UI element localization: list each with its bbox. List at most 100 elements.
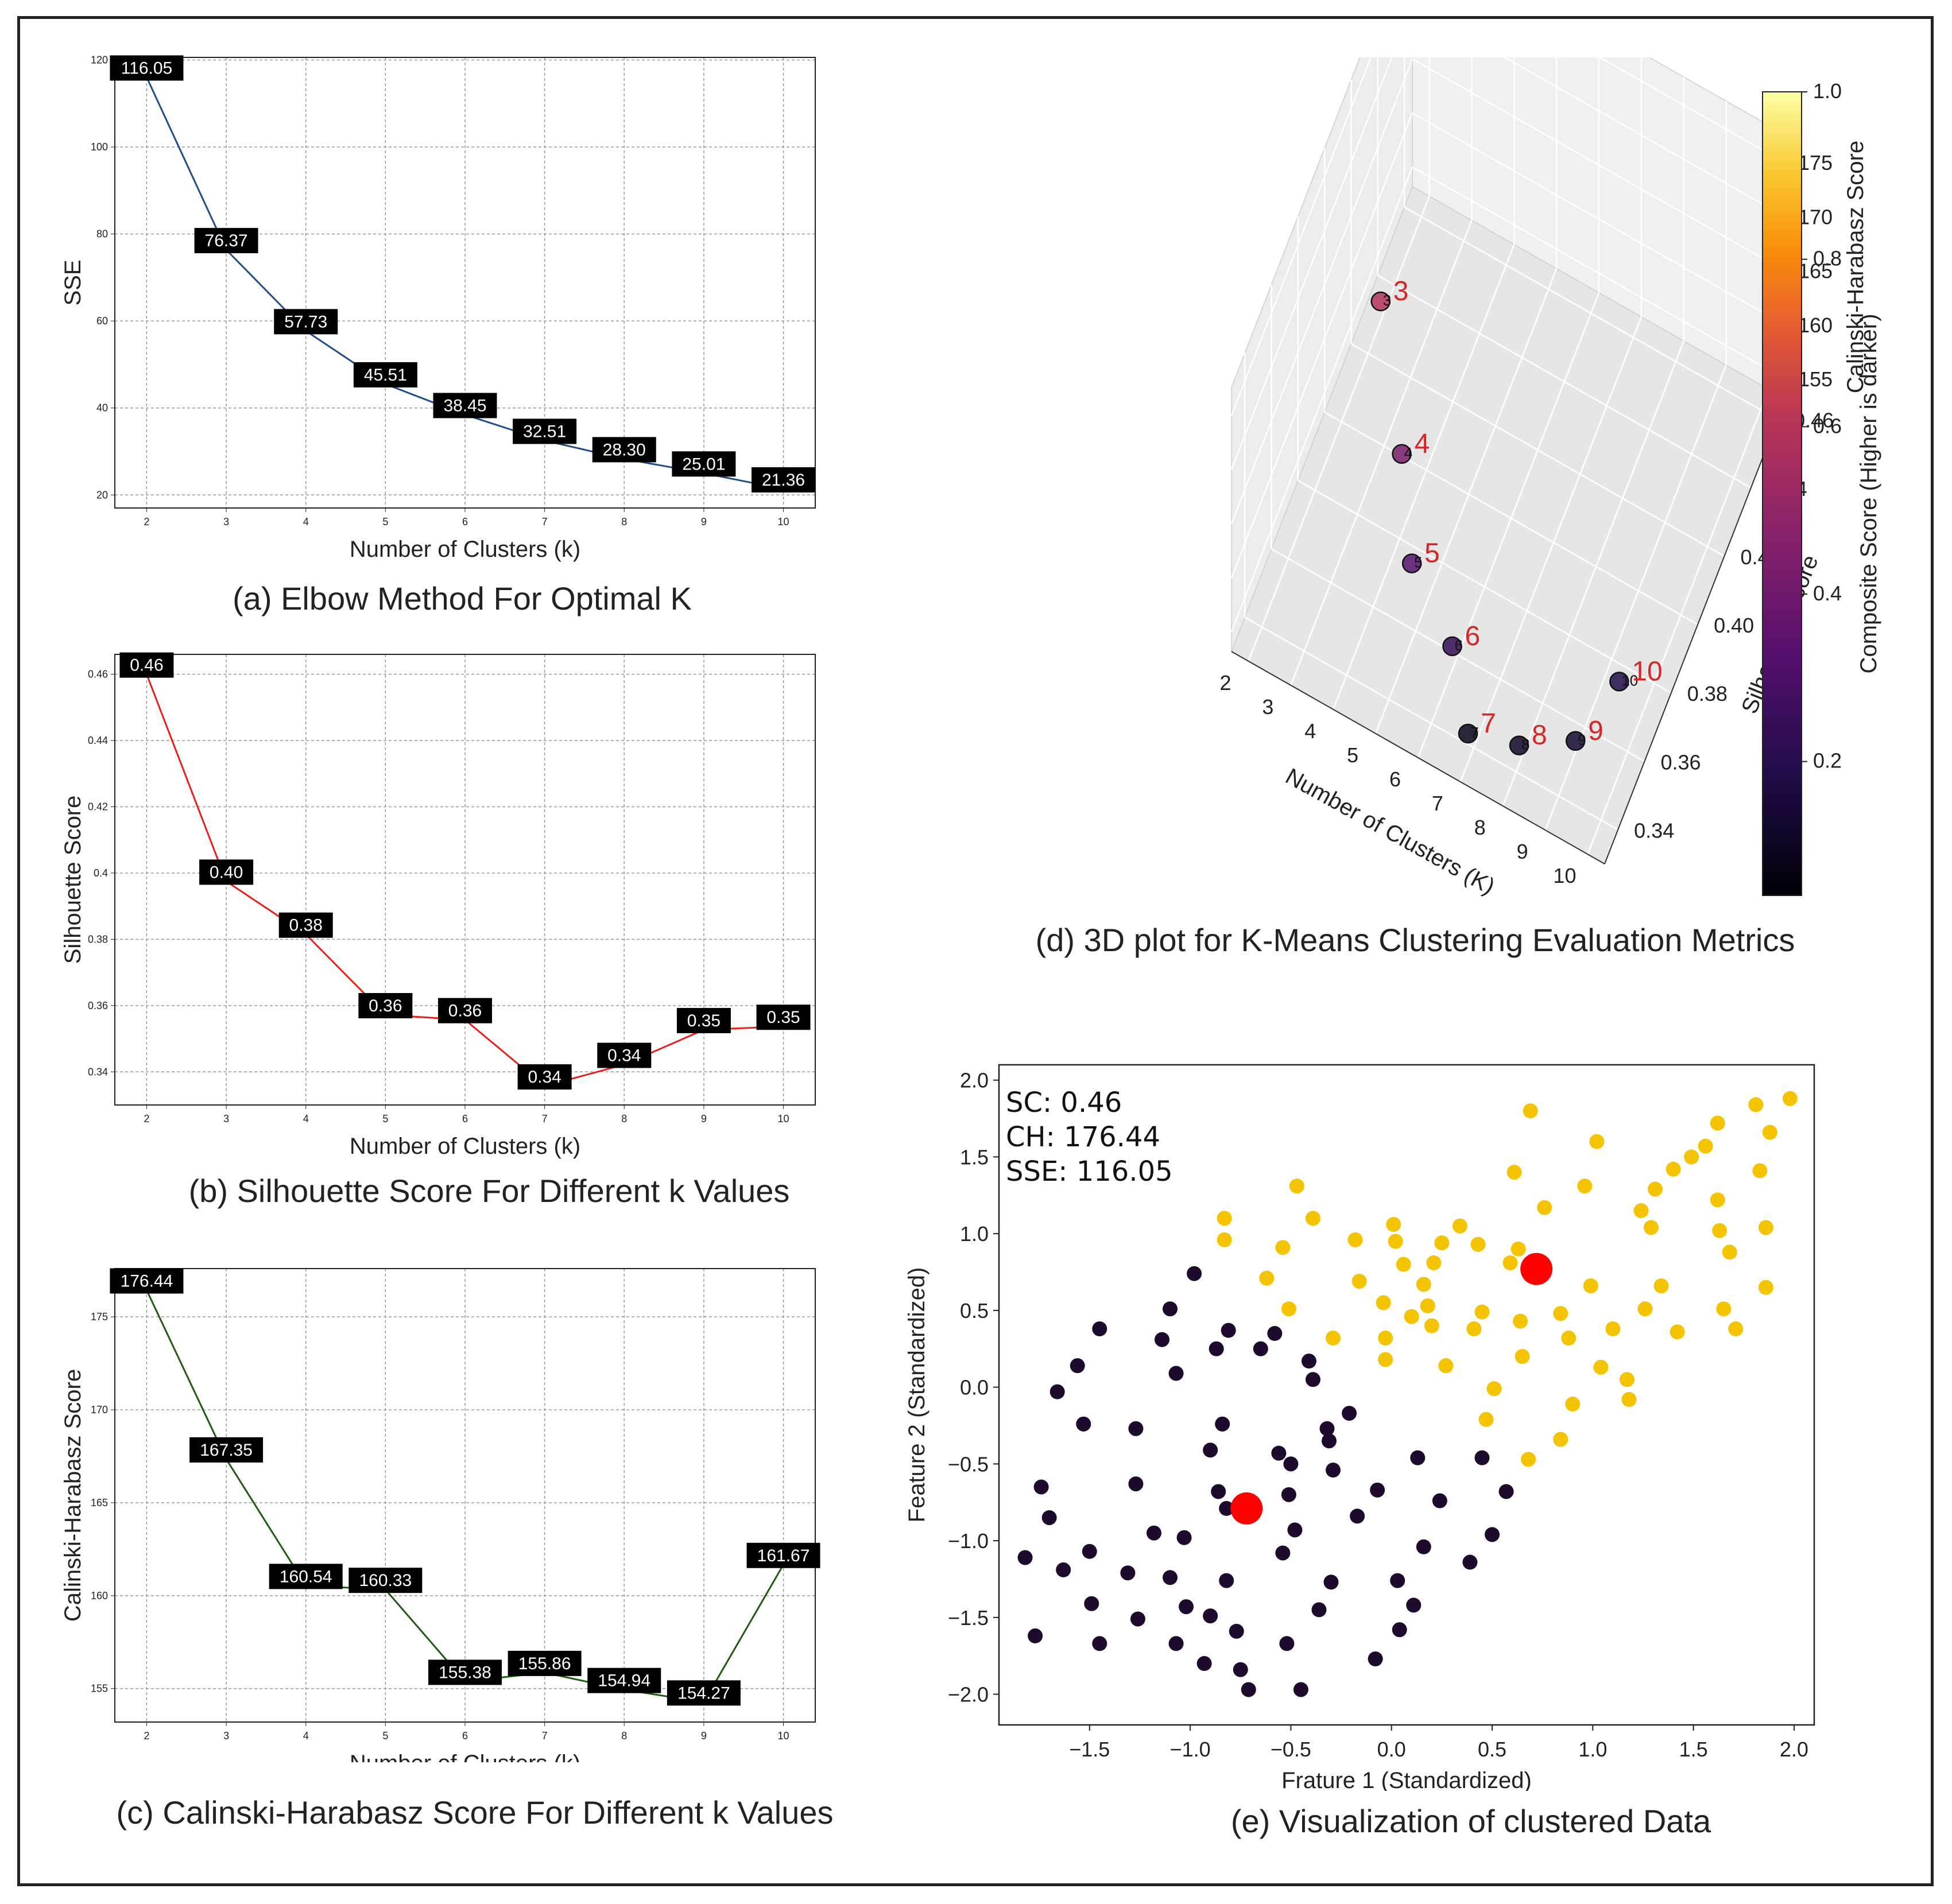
cluster-0-point [1293,1682,1308,1697]
y-tick-label: 0.42 [88,801,108,813]
cluster-1-point [1782,1091,1798,1106]
cluster-1-point [1653,1278,1669,1294]
x-tick-label: 6 [462,1730,468,1742]
point-label: 6 [1465,621,1481,652]
cluster-0-point [1342,1406,1357,1421]
x-tick-label: 4 [303,1730,309,1742]
colorbar-tick-label: 0.2 [1813,749,1842,773]
caption-d: (d) 3D plot for K-Means Clustering Evalu… [1035,922,1795,958]
y-tick-label: 0.5 [960,1299,989,1323]
cluster-1-point [1376,1295,1391,1310]
x-axis-label: Number of Clusters (k) [350,537,580,562]
cluster-0-point [1028,1628,1043,1643]
colorbar [1762,91,1802,896]
x-tick-label: 5 [382,1113,388,1124]
grid-line-3d [1230,57,1372,416]
cluster-1-point [1523,1103,1538,1119]
caption-b: (b) Silhouette Score For Different k Val… [188,1173,790,1209]
grid-line-3d [1271,548,1645,762]
x-tick-label: 0.5 [1478,1738,1506,1761]
cluster-0-point [1370,1482,1385,1498]
grid-line-3d [1230,57,1393,470]
data-label: 25.01 [682,455,725,474]
y-tick-label: 20 [96,489,108,501]
colorbar-tick-label: 0.8 [1813,247,1842,270]
grid-line-3d [1502,340,1684,806]
cluster-1-point [1577,1178,1593,1194]
x-tick-label: 4 [1304,719,1316,743]
y-tick-label: 0.38 [1687,682,1728,705]
x-tick-label: 10 [778,516,789,528]
cluster-0-point [1301,1354,1316,1369]
x-tick-label: −1.0 [1170,1738,1211,1761]
data-label-box [199,859,254,885]
data-point [1401,553,1422,573]
y-tick-label: 0.36 [1660,750,1701,774]
cluster-0-point [1082,1544,1097,1559]
data-label-box [508,1650,582,1676]
x-tick-label: 3 [223,1730,229,1742]
x-tick-label: 2 [144,1730,149,1742]
grid-line-3d [1459,316,1643,782]
cluster-1-point [1758,1279,1773,1295]
cluster-1-point [1637,1301,1653,1317]
y-tick-label: 0.34 [1634,819,1674,842]
cluster-0-point [1128,1421,1144,1436]
cluster-0-point [1187,1266,1202,1281]
cluster-0-point [1041,1510,1057,1525]
y-tick-label: −1.5 [948,1606,989,1630]
x-tick-label: 3 [223,516,229,528]
data-label-box [353,362,417,387]
y-axis-label: Feature 2 (Standardized) [904,1267,929,1523]
cluster-1-point [1474,1304,1490,1320]
data-label: 32.51 [523,422,566,441]
data-label-box [587,1668,661,1693]
cluster-1-point [1470,1236,1486,1252]
y-tick-label: 0.40 [1714,614,1754,637]
data-label-box [428,1659,502,1685]
y-tick-label: 1.0 [960,1222,989,1246]
cluster-0-point [1215,1416,1230,1432]
cluster-1-point [1351,1274,1367,1289]
data-label: 155.38 [439,1663,491,1682]
data-label-box [269,1564,343,1589]
y-tick-label: 40 [96,402,108,414]
y-tick-label: 160 [91,1590,108,1601]
point-label-small: 6 [1455,637,1463,654]
cluster-0-point [1322,1433,1337,1449]
y-tick-label: 0.46 [88,669,108,680]
x-tick-label: 5 [382,516,388,528]
x-tick-label: 9 [701,1730,707,1742]
cluster-1-point [1404,1309,1419,1324]
grid-line-3d [1230,113,1413,579]
cluster-0-point [1311,1602,1327,1618]
cluster-0-point [1485,1527,1500,1542]
data-label: 116.05 [121,59,173,77]
cluster-1-point [1593,1359,1609,1375]
data-label: 0.40 [210,863,243,882]
cluster-1-point [1728,1321,1744,1336]
cluster-0-point [1049,1384,1065,1399]
colorbar-tick-label: 1.0 [1813,79,1842,103]
cluster-1-point [1561,1331,1577,1346]
cluster-0-point [1283,1456,1299,1472]
cluster-0-point [1323,1575,1339,1590]
data-label: 0.35 [687,1011,721,1030]
y-tick-label: −2.0 [948,1683,989,1707]
y-tick-label: −1.0 [948,1529,989,1553]
data-point [1609,672,1629,692]
x-tick-label: 2 [144,1113,149,1124]
cluster-1-point [1424,1318,1439,1333]
y-tick-label: 80 [96,228,108,240]
cluster-1-point [1416,1277,1431,1292]
data-label-box [110,1268,184,1294]
cluster-1-point [1712,1223,1728,1238]
point-label: 9 [1588,716,1604,746]
caption-c: (c) Calinski-Harabasz Score For Differen… [116,1794,834,1831]
cluster-1-point [1710,1115,1725,1131]
cluster-0-point [1219,1500,1234,1516]
point-label-small: 7 [1470,724,1478,741]
cluster-1-point [1605,1321,1621,1336]
metric-annotation: SC: 0.46 [1006,1087,1122,1119]
cluster-1-point [1748,1097,1764,1112]
